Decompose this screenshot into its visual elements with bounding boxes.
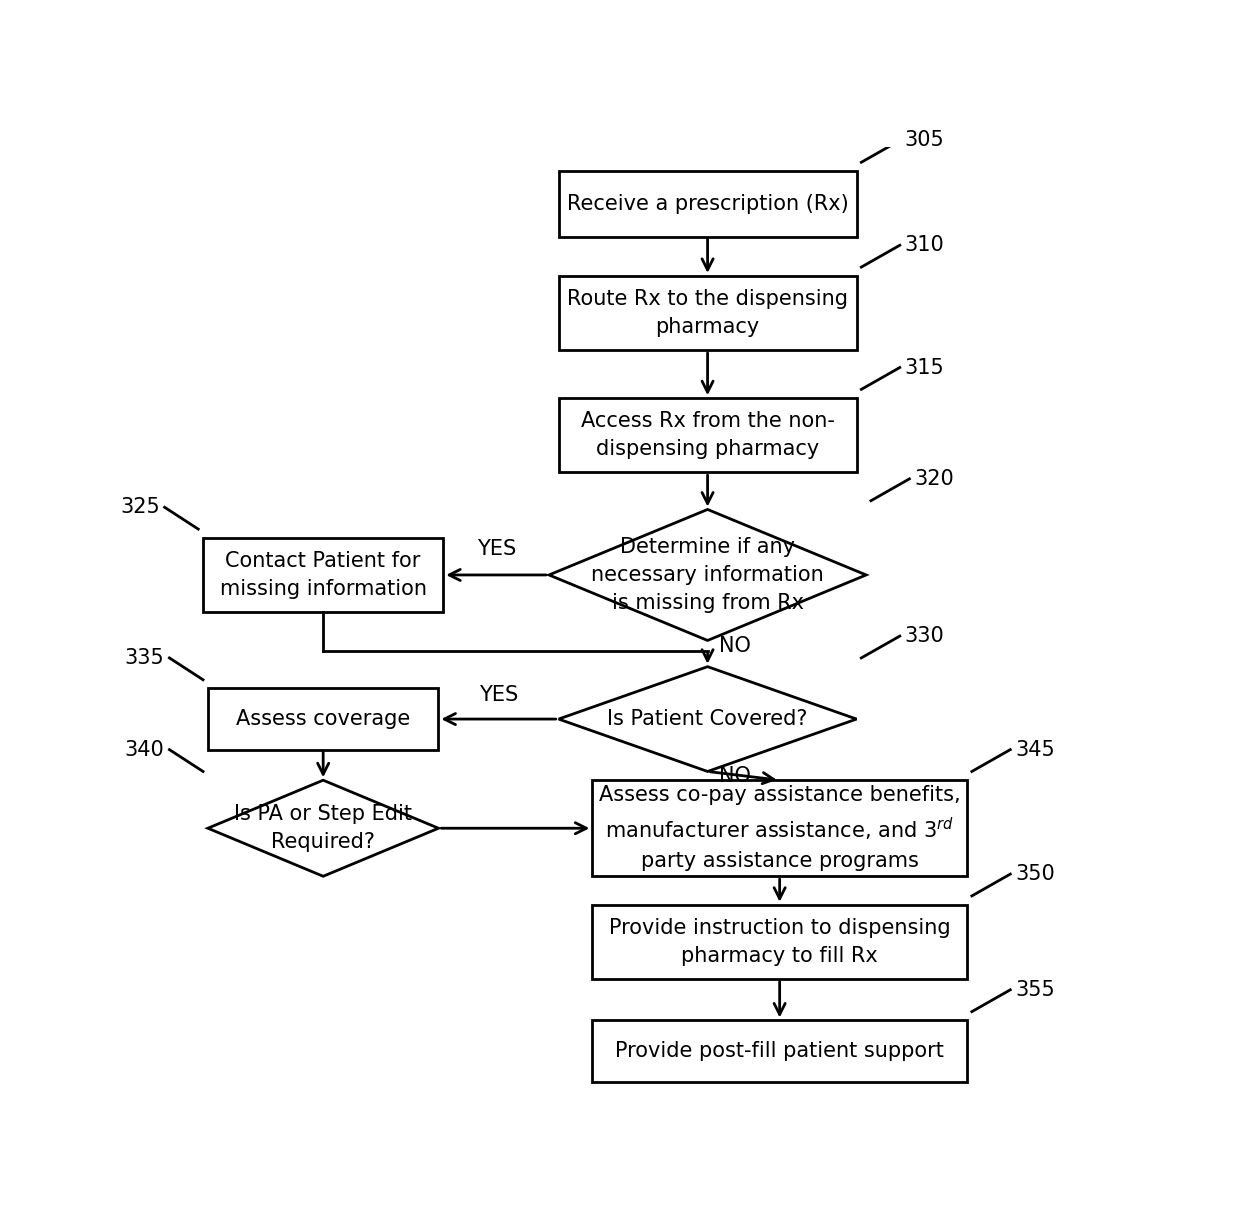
Text: NO: NO (719, 766, 751, 785)
FancyBboxPatch shape (593, 904, 967, 979)
Text: 345: 345 (1016, 740, 1055, 760)
FancyBboxPatch shape (558, 172, 857, 236)
Polygon shape (208, 780, 439, 876)
FancyBboxPatch shape (208, 688, 439, 750)
Text: YES: YES (476, 539, 516, 560)
Text: Route Rx to the dispensing
pharmacy: Route Rx to the dispensing pharmacy (567, 289, 848, 337)
Text: 315: 315 (905, 358, 945, 377)
Text: 335: 335 (125, 648, 165, 668)
Text: Contact Patient for
missing information: Contact Patient for missing information (219, 551, 427, 599)
Text: Is Patient Covered?: Is Patient Covered? (608, 709, 807, 729)
Text: 320: 320 (914, 469, 954, 489)
Polygon shape (549, 510, 866, 641)
Text: Is PA or Step Edit
Required?: Is PA or Step Edit Required? (234, 805, 412, 853)
FancyBboxPatch shape (593, 1020, 967, 1082)
FancyBboxPatch shape (558, 276, 857, 350)
Text: 350: 350 (1016, 864, 1055, 884)
Text: 340: 340 (125, 740, 165, 760)
Polygon shape (558, 666, 857, 772)
Text: Access Rx from the non-
dispensing pharmacy: Access Rx from the non- dispensing pharm… (580, 412, 835, 459)
Text: 305: 305 (905, 130, 945, 151)
Text: Determine if any
necessary information
is missing from Rx: Determine if any necessary information i… (591, 537, 823, 612)
FancyBboxPatch shape (593, 780, 967, 876)
Text: Receive a prescription (Rx): Receive a prescription (Rx) (567, 194, 848, 214)
Text: 330: 330 (905, 626, 945, 646)
Text: Assess coverage: Assess coverage (236, 709, 410, 729)
Text: 355: 355 (1016, 980, 1055, 1000)
Text: 310: 310 (905, 235, 945, 255)
Text: Provide instruction to dispensing
pharmacy to fill Rx: Provide instruction to dispensing pharma… (609, 918, 951, 965)
Text: Provide post-fill patient support: Provide post-fill patient support (615, 1041, 944, 1061)
FancyBboxPatch shape (203, 538, 444, 612)
Text: Assess co-pay assistance benefits,
manufacturer assistance, and 3$^{rd}$
party a: Assess co-pay assistance benefits, manuf… (599, 785, 961, 871)
Text: 325: 325 (120, 497, 160, 517)
Text: NO: NO (719, 636, 751, 655)
FancyBboxPatch shape (558, 398, 857, 473)
Text: YES: YES (479, 685, 518, 706)
